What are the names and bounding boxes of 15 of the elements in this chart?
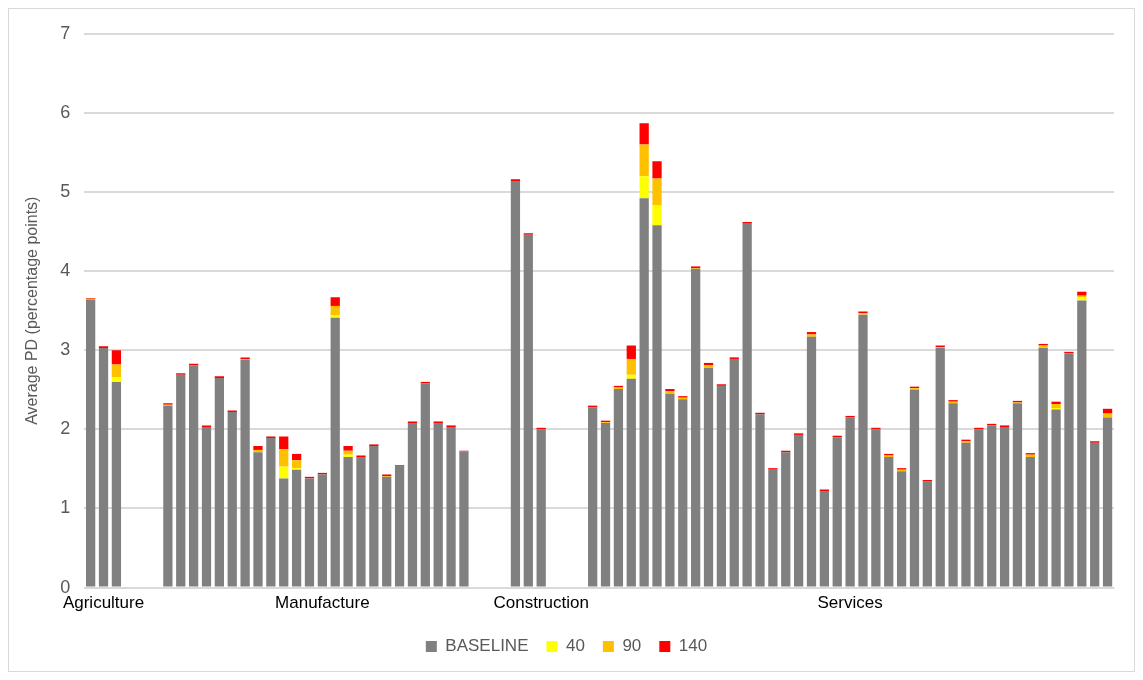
x-tick-label: Services [817,593,883,613]
y-tick-label: 5 [60,181,71,201]
y-axis-title: Average PD (percentage points) [23,196,41,425]
legend-label: BASELINE [445,636,529,656]
legend-label: 90 [622,636,642,656]
y-tick-label: 4 [60,260,71,281]
y-tick-label: 2 [60,418,71,439]
x-tick-label: Construction [493,593,589,613]
legend-label: 140 [678,636,708,656]
legend-label: 40 [565,636,585,656]
y-tick-label: 6 [60,101,71,122]
y-tick-label: 1 [60,497,71,518]
y-tick-label: 3 [60,339,71,360]
y-tick-label: 7 [60,22,71,43]
x-tick-label: Manufacture [275,593,370,613]
